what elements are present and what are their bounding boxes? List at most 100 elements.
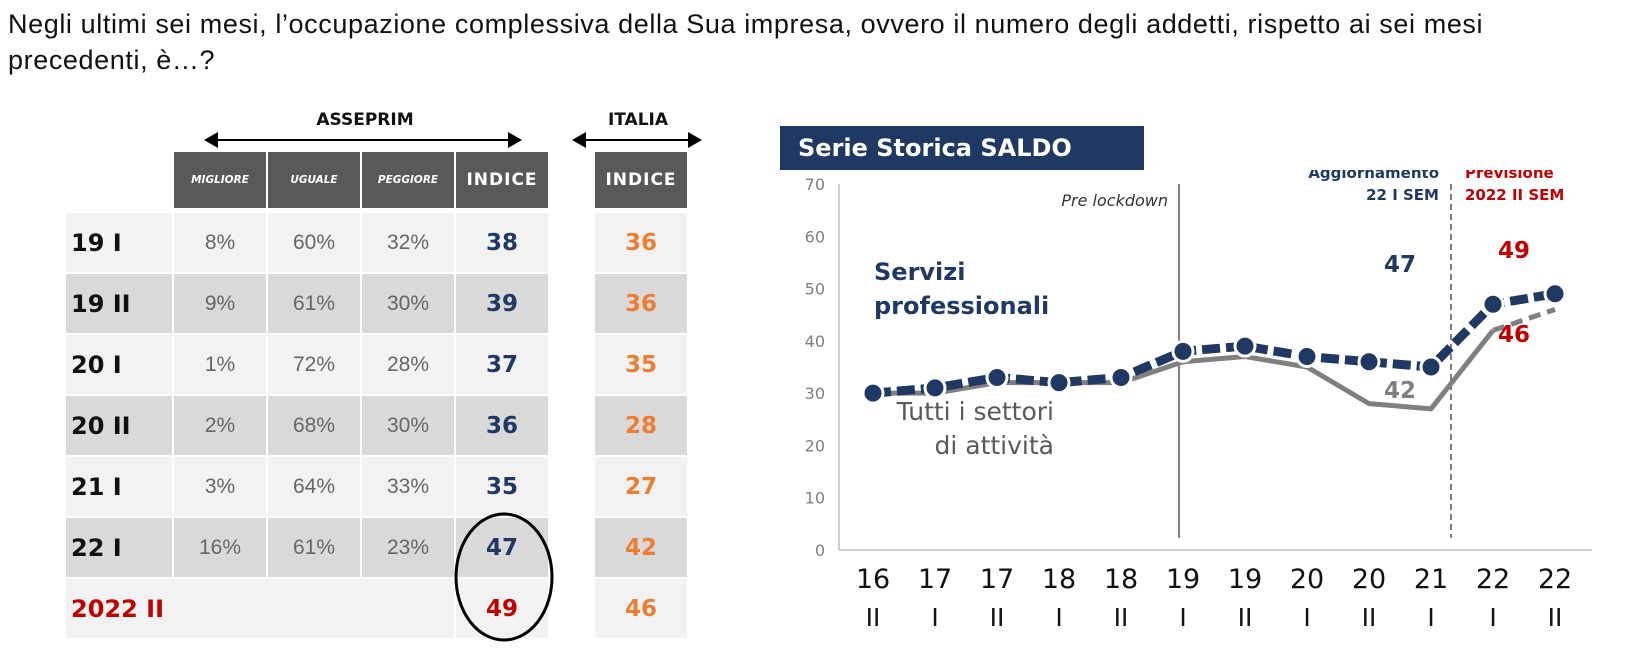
servizi-series-label: Servizi (874, 258, 965, 286)
series-servizi-point (1357, 350, 1381, 374)
x-tick-label: 16 (856, 564, 890, 595)
data-label: 47 (1384, 252, 1416, 278)
cell-indice: 49 (456, 579, 548, 638)
cell-migliore: 8% (174, 213, 266, 272)
row-label: 19 II (66, 274, 172, 333)
x-tick-label-sub: II (1548, 603, 1563, 632)
header-indice: INDICE (456, 152, 548, 208)
cell-uguale: 68% (268, 396, 360, 455)
x-tick-label: 18 (1042, 564, 1076, 595)
tutti-series-label: Tutti i settori (896, 397, 1054, 426)
line-chart: 01020304050607016II17I17II18I18II19I19II… (805, 170, 1592, 632)
cell-migliore: 2% (174, 396, 266, 455)
header-peggiore: PEGGIORE (362, 152, 454, 208)
cell-peggiore: 33% (362, 457, 454, 516)
data-label: 42 (1384, 378, 1416, 404)
page-title: Negli ultimi sei mesi, l’occupazione com… (8, 9, 1484, 75)
series-servizi-point (923, 376, 947, 400)
x-tick-label: 19 (1166, 564, 1200, 595)
x-tick-label: 20 (1290, 564, 1324, 595)
series-servizi-point (1047, 371, 1071, 395)
series-servizi-line (872, 289, 1556, 398)
header-migliore: MIGLIORE (174, 152, 266, 208)
asseprim-arrow (204, 132, 522, 148)
x-tick-label-sub: II (1362, 603, 1377, 632)
aggiornamento-label-sub: 22 I SEM (1366, 186, 1439, 204)
chart-title: Serie Storica SALDO (780, 126, 1144, 170)
series-servizi-point (1233, 334, 1257, 358)
x-tick-label-sub: II (990, 603, 1005, 632)
cell-uguale: 61% (268, 274, 360, 333)
series-servizi-point (1419, 355, 1443, 379)
x-tick-label-sub: II (1238, 603, 1253, 632)
x-tick-label: 22 (1538, 564, 1572, 595)
servizi-series-label-sub: professionali (874, 292, 1049, 320)
series-servizi-point (1543, 282, 1567, 306)
cell-italia-indice: 28 (595, 396, 687, 455)
cell-peggiore: 30% (362, 274, 454, 333)
y-tick-label: 60 (805, 227, 825, 246)
cell-migliore: 1% (174, 335, 266, 394)
y-tick-label: 10 (805, 489, 825, 508)
cell-migliore: 9% (174, 274, 266, 333)
cell-indice: 36 (456, 396, 548, 455)
cell-italia-indice: 27 (595, 457, 687, 516)
x-tick-label-sub: II (866, 603, 881, 632)
cell-migliore: 3% (174, 457, 266, 516)
previsione-label: Previsione (1465, 170, 1554, 182)
series-servizi-point (985, 365, 1009, 389)
cell-indice: 35 (456, 457, 548, 516)
x-tick-label: 17 (980, 564, 1014, 595)
row-label: 2022 II (66, 579, 454, 638)
cell-uguale: 60% (268, 213, 360, 272)
series-servizi-point (1171, 339, 1195, 363)
tutti-series-label-sub: di attività (935, 431, 1055, 460)
row-label: 19 I (66, 213, 172, 272)
cell-peggiore: 23% (362, 518, 454, 577)
cell-uguale: 64% (268, 457, 360, 516)
y-tick-label: 20 (805, 436, 825, 455)
series-servizi-point (861, 381, 885, 405)
x-tick-label: 17 (918, 564, 952, 595)
asseprim-label: ASSEPRIM (290, 110, 440, 130)
row-label: 22 I (66, 518, 172, 577)
series-tutti-forecast-line (1492, 307, 1556, 333)
aggiornamento-label: Aggiornamento (1308, 170, 1439, 182)
italia-arrow (572, 132, 702, 148)
cell-uguale: 61% (268, 518, 360, 577)
x-tick-label-sub: I (931, 603, 938, 632)
data-label: 49 (1498, 238, 1530, 264)
series-servizi-point (1481, 292, 1505, 316)
x-tick-label: 21 (1414, 564, 1448, 595)
series-servizi-point (1295, 345, 1319, 369)
row-label: 21 I (66, 457, 172, 516)
x-tick-label-sub: I (1179, 603, 1186, 632)
y-tick-label: 70 (805, 175, 825, 194)
cell-indice: 39 (456, 274, 548, 333)
cell-italia-indice: 42 (595, 518, 687, 577)
x-tick-label-sub: I (1427, 603, 1434, 632)
cell-migliore: 16% (174, 518, 266, 577)
data-label: 46 (1498, 322, 1530, 348)
pre-lockdown-label: Pre lockdown (1061, 191, 1168, 210)
x-tick-label: 20 (1352, 564, 1386, 595)
x-tick-label-sub: I (1303, 603, 1310, 632)
header-uguale: UGUALE (268, 152, 360, 208)
row-label: 20 I (66, 335, 172, 394)
cell-italia-indice: 35 (595, 335, 687, 394)
x-tick-label: 22 (1476, 564, 1510, 595)
cell-peggiore: 30% (362, 396, 454, 455)
cell-indice: 37 (456, 335, 548, 394)
highlight-circle (454, 512, 554, 642)
header-italia-indice: INDICE (595, 152, 687, 208)
x-tick-label-sub: II (1114, 603, 1129, 632)
cell-italia-indice: 46 (595, 579, 687, 638)
previsione-label-sub: 2022 II SEM (1465, 186, 1564, 204)
cell-peggiore: 32% (362, 213, 454, 272)
x-tick-label: 19 (1228, 564, 1262, 595)
y-tick-label: 40 (805, 332, 825, 351)
y-tick-label: 50 (805, 280, 825, 299)
x-tick-label-sub: I (1055, 603, 1062, 632)
italia-label: ITALIA (598, 110, 678, 130)
series-servizi-point (1109, 365, 1133, 389)
